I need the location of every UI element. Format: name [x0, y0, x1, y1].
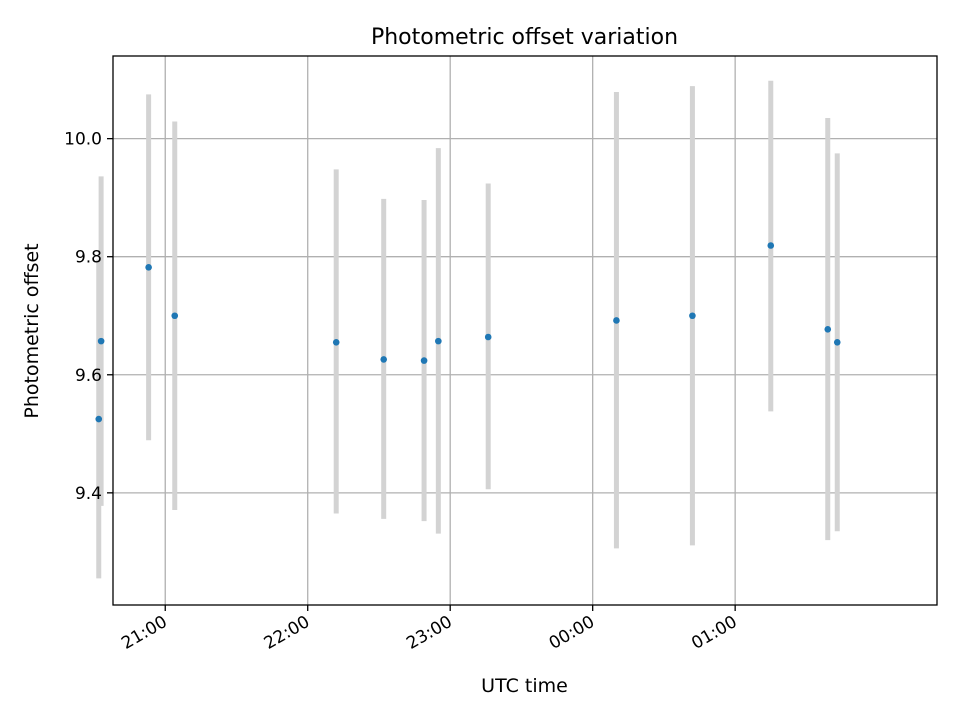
data-point: [333, 339, 340, 346]
data-point: [689, 312, 696, 319]
data-point: [834, 339, 841, 346]
data-point: [613, 317, 620, 324]
data-point: [485, 334, 492, 341]
data-point: [824, 326, 831, 333]
chart-title: Photometric offset variation: [371, 25, 678, 50]
data-point: [145, 264, 152, 271]
data-point: [435, 338, 442, 345]
data-point: [171, 312, 178, 319]
y-tick-label: 9.8: [75, 248, 102, 268]
data-point: [380, 356, 387, 363]
y-tick-label: 9.6: [75, 366, 102, 386]
data-point: [95, 416, 102, 423]
y-tick-label: 9.4: [75, 484, 102, 504]
data-point: [767, 242, 774, 249]
x-axis-label: UTC time: [481, 675, 568, 697]
data-point: [421, 357, 428, 364]
data-point: [98, 338, 105, 345]
y-axis-label: Photometric offset: [21, 243, 43, 418]
y-tick-label: 10.0: [64, 130, 102, 150]
